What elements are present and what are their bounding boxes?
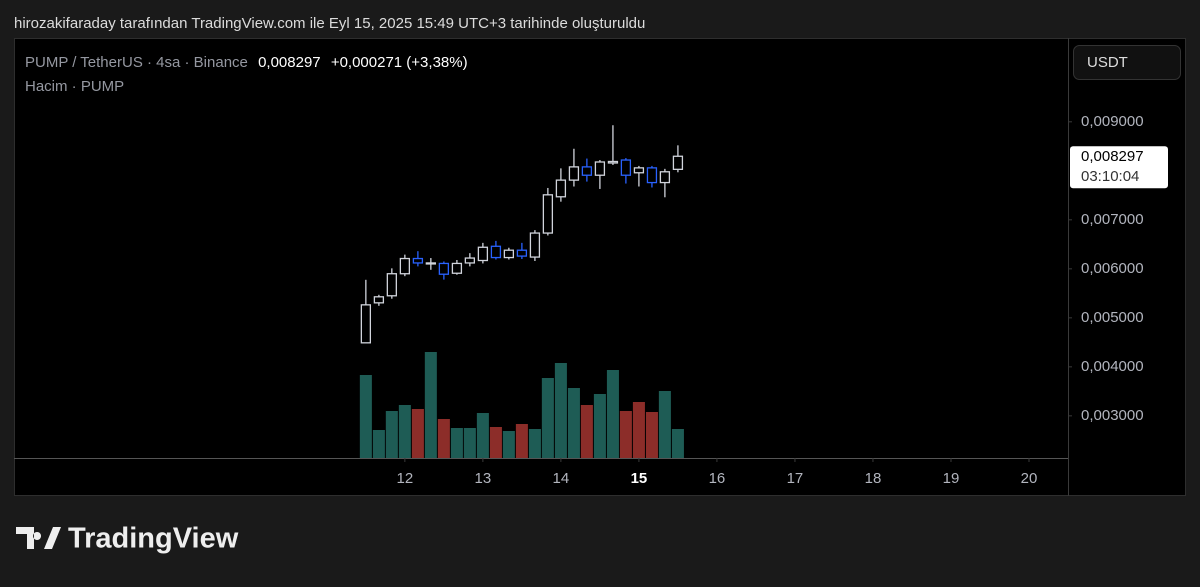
volume-bar — [385, 411, 398, 458]
volume-bar — [424, 352, 437, 458]
volume-bar — [489, 427, 502, 458]
volume-legend: Hacim · PUMP — [25, 78, 124, 95]
volume-bar — [372, 430, 385, 458]
volume-bar — [463, 428, 476, 458]
volume-bar — [619, 411, 632, 458]
candle-body — [503, 249, 515, 259]
volume-bar — [593, 394, 606, 458]
legend: PUMP / TetherUS · 4sa · Binance 0,008297… — [25, 54, 468, 71]
x-tick-label: 20 — [1021, 470, 1038, 487]
candle-body — [620, 159, 632, 176]
volume-bar — [411, 409, 424, 458]
candle-body — [464, 257, 475, 264]
candle-body — [542, 194, 554, 234]
volume-bar — [554, 363, 567, 458]
candle-body — [373, 296, 385, 304]
currency[interactable]: USDT — [1087, 54, 1128, 71]
candle-body — [399, 257, 411, 275]
volume-bar — [437, 419, 450, 458]
candle-body — [412, 257, 424, 264]
brand: TradingView — [68, 523, 239, 555]
candle-body — [555, 179, 567, 198]
volume-bar — [502, 431, 515, 458]
logo: TradingView — [16, 523, 239, 555]
candle-body — [490, 245, 502, 259]
y-tick-label: 0,003000 — [1081, 407, 1144, 424]
x-tick-label: 18 — [865, 470, 882, 487]
y-tick-label: 0,007000 — [1081, 211, 1144, 228]
candle-body — [568, 166, 580, 181]
x-tick-label: 14 — [553, 470, 570, 487]
x-tick-label: 16 — [709, 470, 726, 487]
candle-body — [594, 161, 606, 176]
volume-bar — [658, 391, 671, 458]
x-tick-label: 13 — [475, 470, 492, 487]
volume-bar — [645, 412, 658, 458]
volume-bar — [671, 429, 684, 458]
candle-body — [516, 249, 528, 257]
candle-body — [646, 167, 658, 184]
y-tick-label: 0,004000 — [1081, 358, 1144, 375]
candle-body — [581, 166, 593, 176]
volume-bar — [580, 405, 593, 458]
volume-bar — [398, 405, 411, 458]
countdown: 03:10:04 — [1081, 168, 1139, 185]
candle-body — [451, 262, 463, 274]
y-tick-label: 0,005000 — [1081, 309, 1144, 326]
candle-body — [386, 273, 397, 297]
volume-bar — [450, 428, 463, 458]
currency-button[interactable] — [1073, 45, 1181, 80]
price-tag — [1070, 146, 1168, 189]
x-tick-label: 12 — [397, 470, 414, 487]
volume-bar — [606, 370, 619, 458]
x-tick-label: 19 — [943, 470, 960, 487]
price-tag-label: 0,008297 — [1081, 148, 1144, 165]
candle-body — [425, 262, 436, 265]
volume-bar — [359, 375, 372, 458]
y-tick-label: 0,009000 — [1081, 113, 1144, 130]
header: hirozakifaraday tarafından TradingView.c… — [14, 15, 645, 32]
x-tick-label: 15 — [631, 470, 648, 487]
candle-body — [633, 167, 645, 174]
candle-body — [659, 171, 671, 184]
price: 0,008297 — [258, 54, 321, 71]
candle-body — [477, 246, 489, 262]
volume-bar — [567, 388, 580, 458]
volume-bar — [632, 402, 645, 458]
candle-body — [529, 232, 541, 258]
y-tick-label: 0,006000 — [1081, 260, 1144, 277]
candle-body — [360, 304, 372, 344]
volume-bar — [541, 378, 554, 458]
x-tick-label: 17 — [787, 470, 804, 487]
volume-bar — [515, 424, 528, 458]
candle-body — [672, 155, 684, 170]
volume-bar — [528, 429, 541, 458]
change: +0,000271 (+3,38%) — [331, 54, 468, 71]
symbol: PUMP / TetherUS · 4sa · Binance — [25, 54, 248, 71]
candle-body — [438, 262, 450, 275]
candle-body — [607, 160, 619, 164]
volume-bar — [476, 413, 489, 458]
logo-icon — [16, 527, 61, 549]
